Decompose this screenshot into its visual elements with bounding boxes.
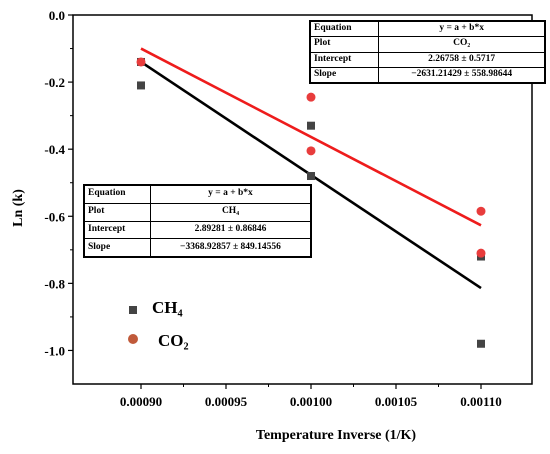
data-point-square: [477, 339, 485, 348]
fit-label-intercept: Intercept: [309, 51, 380, 68]
y-tick-label: -1.0: [44, 343, 65, 358]
fit-label-slope: Slope: [84, 238, 151, 257]
fit-table-ch4: Equation y = a + b*x Plot CH₄ Intercept …: [83, 184, 312, 258]
y-tick-label: -0.8: [44, 276, 65, 291]
fit-table-co2: Equation y = a + b*x Plot CO₂ Intercept …: [309, 20, 546, 84]
y-tick-label: -0.2: [44, 75, 65, 90]
legend-label-ch4: CH₄: [152, 298, 183, 317]
fit-value-equation: y = a + b*x: [149, 185, 312, 204]
fit-value-plot: CO₂: [378, 36, 545, 53]
x-tick-label: 0.00100: [290, 394, 332, 409]
data-point-square: [307, 172, 315, 181]
legend-item-ch4: CH₄: [152, 298, 183, 318]
y-axis-title: Ln (k): [11, 189, 26, 227]
x-tick-label: 0.00095: [205, 394, 248, 409]
x-axis-title: Temperature Inverse (1/K): [256, 428, 417, 443]
legend-item-co2: CO₂: [158, 331, 189, 351]
fit-label-intercept: Intercept: [84, 220, 151, 240]
fit-label-equation: Equation: [84, 185, 151, 204]
fit-label-equation: Equation: [309, 20, 380, 38]
fit-value-intercept: 2.26758 ± 0.5717: [378, 51, 545, 68]
data-point-circle: [476, 248, 486, 258]
x-tick-label: 0.00110: [460, 394, 502, 409]
data-point-circle: [306, 146, 316, 156]
data-point-circle: [476, 206, 486, 216]
data-point-square: [137, 81, 145, 90]
fit-label-plot: Plot: [84, 202, 151, 222]
x-tick-label: 0.00105: [375, 394, 418, 409]
y-tick-label: 0.0: [49, 8, 65, 23]
fit-value-equation: y = a + b*x: [378, 20, 545, 38]
legend-label-co2: CO₂: [158, 331, 189, 350]
fit-line: [140, 47, 482, 227]
fit-label-slope: Slope: [309, 66, 380, 84]
legend-marker-square: [129, 306, 137, 314]
legend-marker-circle: [128, 334, 138, 344]
fit-value-slope: −3368.92857 ± 849.14556: [149, 238, 312, 257]
data-point-square: [307, 121, 315, 130]
x-tick-label: 0.00090: [120, 394, 162, 409]
fit-value-intercept: 2.89281 ± 0.86846: [149, 220, 312, 240]
fit-value-plot: CH₄: [149, 202, 312, 222]
y-tick-label: -0.4: [44, 142, 65, 157]
data-point-circle: [306, 92, 316, 102]
y-tick-label: -0.6: [44, 209, 65, 224]
fit-label-plot: Plot: [309, 36, 380, 53]
data-point-circle: [136, 57, 146, 67]
plot-frame: [72, 14, 533, 385]
fit-value-slope: −2631.21429 ± 558.98644: [378, 66, 545, 84]
